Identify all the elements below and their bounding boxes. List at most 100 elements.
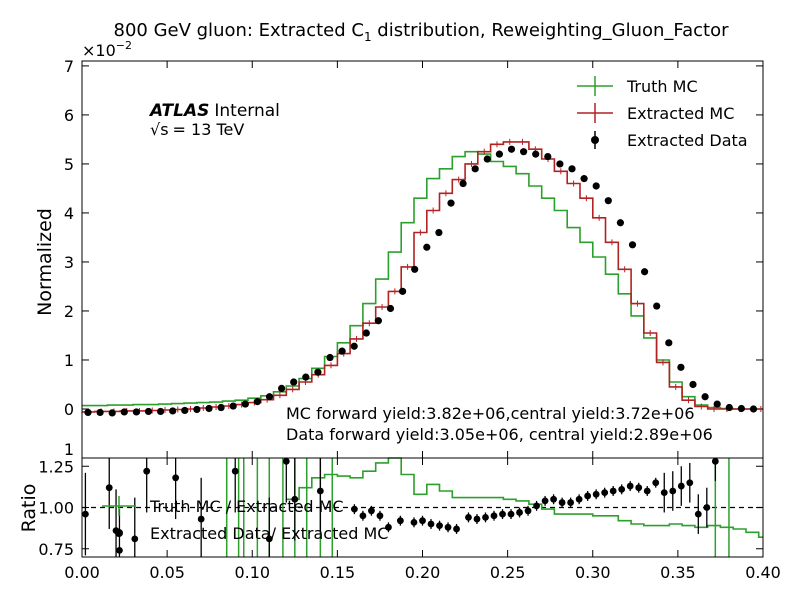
ratio-y-tick-label: 0.75: [38, 540, 74, 559]
ratio-data-point: [351, 505, 358, 513]
data-point: [144, 407, 153, 416]
extracted-mc-series: [82, 141, 763, 413]
ratio-data-point: [626, 482, 634, 490]
data-point: [278, 384, 286, 393]
ratio-y-tick-label: 1.00: [38, 499, 74, 518]
atlas-label: ATLAS Internal: [148, 101, 280, 121]
y-multiplier-exp: −2: [116, 39, 132, 52]
energy-sqrt: √s: [150, 120, 169, 139]
data-point: [701, 393, 709, 401]
ratio-plot-frame: [81, 457, 764, 558]
data-point: [459, 179, 467, 188]
ratio-data-point: [541, 497, 549, 505]
data-point: [520, 148, 528, 156]
ratio-data-point: [376, 512, 384, 520]
ratio-data-point: [82, 510, 89, 518]
ratio-data-point: [507, 510, 515, 518]
y-tick-label: 3: [64, 253, 74, 272]
ratio-plot: 0.00 0.05 0.10 0.15 0.20 0.25 0.30 0.35 0.40 0.75…: [38, 457, 781, 582]
ratio-data-point: [410, 518, 418, 526]
data-point: [544, 152, 552, 161]
ratio-data-point: [694, 510, 702, 518]
ratio-data-point: [116, 547, 123, 554]
ratio-data-point: [686, 479, 694, 487]
ratio-truth-series: [286, 457, 763, 538]
ratio-data-point: [643, 487, 651, 495]
ratio-data-point: [609, 487, 617, 495]
ratio-legend-data-marker: [115, 529, 123, 537]
title-main: 800 GeV gluon: Extracted C: [114, 20, 364, 41]
y-axis-title: Normalized: [34, 208, 56, 316]
title-rest: distribution, Reweighting_Gluon_Factor: [372, 20, 730, 41]
x-tick-label: 0.40: [745, 563, 781, 582]
ratio-data-point: [592, 490, 600, 498]
ratio-data-point: [465, 514, 472, 521]
data-point: [132, 408, 140, 416]
data-point: [84, 408, 92, 417]
data-point: [217, 403, 225, 412]
data-point: [495, 150, 503, 158]
ratio-legend: Truth MC / Extracted MC Extracted Data/ …: [102, 496, 388, 543]
data-point: [350, 342, 358, 350]
x-tick-label: 0.25: [490, 563, 526, 582]
y-tick-label: 2: [64, 302, 74, 321]
ratio-data-point: [131, 535, 139, 543]
x-tick-label: 0.05: [149, 563, 185, 582]
ratio-data-point: [172, 474, 180, 482]
data-point: [362, 329, 370, 337]
data-point: [314, 368, 322, 376]
data-point: [471, 165, 479, 173]
ratio-data-point: [385, 523, 392, 531]
ratio-data-point: [533, 502, 540, 510]
data-point: [592, 182, 600, 190]
data-point: [265, 393, 274, 401]
truth-mc-series: [82, 150, 763, 410]
data-point: [556, 160, 564, 168]
ratio-data-point: [265, 535, 273, 543]
x-tick-label: 0.30: [575, 563, 611, 582]
ratio-data-point: [550, 495, 557, 503]
ratio-data-point: [711, 457, 719, 465]
ratio-data-point: [482, 514, 489, 521]
data-point: [507, 145, 516, 153]
ratio-data-point: [291, 495, 299, 503]
atlas-label-suffix: Internal: [214, 101, 280, 121]
data-point: [290, 378, 298, 386]
ratio-data-point: [635, 484, 643, 492]
y-tick-label: 5: [64, 155, 74, 174]
data-point: [689, 380, 697, 389]
data-point: [423, 243, 431, 251]
energy-value: = 13 TeV: [173, 120, 245, 139]
data-point: [604, 197, 612, 205]
data-point: [737, 404, 746, 413]
data-point: [205, 404, 213, 413]
ratio-data-point: [368, 507, 375, 515]
data-point: [713, 400, 721, 408]
ratio-data-point: [396, 517, 404, 525]
data-point: [169, 407, 177, 415]
ratio-legend-truth-label: Truth MC / Extracted MC: [149, 497, 344, 516]
x-tick-label: 0.35: [660, 563, 696, 582]
ratio-data-point: [453, 525, 460, 533]
ratio-data-point: [419, 517, 426, 525]
mc-yield-annotation: MC forward yield:3.82e+06,central yield:…: [286, 404, 695, 423]
y-tick-label: 0: [64, 400, 74, 419]
ratio-data-point: [197, 515, 205, 523]
y-tick-label-extra: 1: [64, 440, 74, 459]
data-point: [399, 287, 407, 295]
data-point: [253, 398, 261, 406]
ratio-data-point: [359, 512, 367, 520]
ratio-data-point: [669, 487, 677, 495]
ratio-data-point: [524, 507, 532, 515]
ratio-data-point: [652, 479, 660, 487]
energy-label: √s = 13 TeV: [150, 120, 244, 139]
data-point: [96, 408, 104, 417]
data-point: [568, 165, 576, 173]
data-point: [641, 268, 649, 276]
data-point: [193, 405, 201, 414]
data-point: [120, 408, 128, 416]
data-point: [374, 317, 382, 325]
ratio-data-point: [558, 499, 566, 506]
x-tick-label: 0.15: [320, 563, 356, 582]
